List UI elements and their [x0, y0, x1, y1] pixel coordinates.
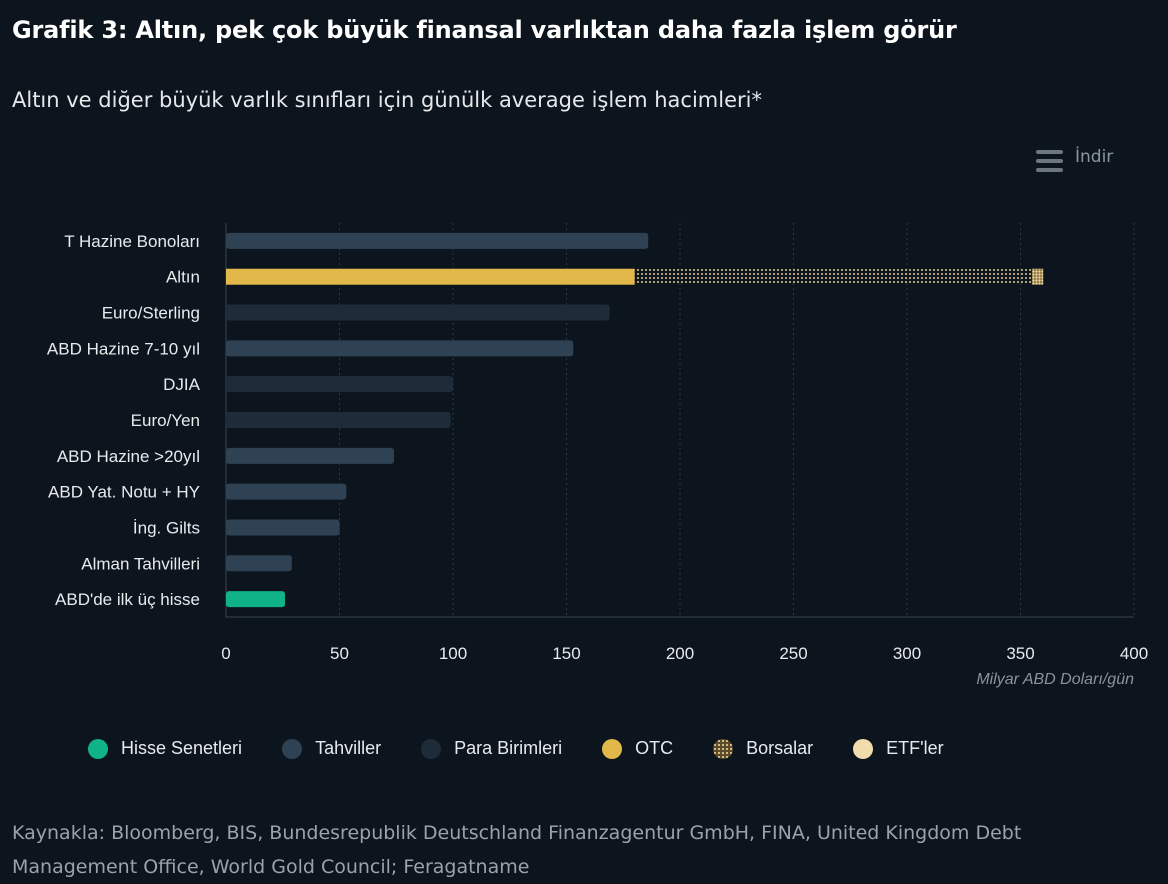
legend-label: Para Birimleri	[454, 738, 563, 758]
legend-label: Hisse Senetleri	[121, 738, 243, 758]
y-category-label: ABD Hazine >20yıl	[57, 447, 200, 466]
chart-legend: Hisse Senetleri Tahviller Para Birimleri OT…	[88, 738, 984, 759]
y-category-label: ABD Hazine 7-10 yıl	[47, 339, 200, 358]
x-tick-label: 400	[1120, 644, 1148, 663]
x-axis-label: Milyar ABD Doları/gün	[976, 671, 1134, 688]
bar[interactable]	[226, 304, 610, 321]
y-category-label: Altın	[166, 268, 200, 287]
legend-label: OTC	[635, 738, 674, 758]
bar[interactable]	[226, 591, 286, 608]
legend-item[interactable]: Tahviller	[282, 738, 381, 759]
bar[interactable]	[226, 519, 340, 536]
download-label: İndir	[1075, 147, 1114, 167]
legend-item[interactable]: Para Birimleri	[421, 738, 562, 759]
y-category-label: DJIA	[163, 375, 201, 394]
bar[interactable]	[634, 268, 1032, 285]
legend-swatch-icon	[421, 738, 442, 759]
bar[interactable]	[1031, 268, 1044, 285]
legend-item[interactable]: OTC	[602, 738, 673, 759]
legend-swatch-icon	[88, 738, 108, 759]
legend-swatch-icon	[853, 738, 874, 759]
y-category-label: Alman Tahvilleri	[81, 554, 200, 573]
x-tick-label: 150	[552, 644, 580, 663]
hamburger-menu-icon	[1036, 150, 1063, 172]
chart-title: Grafik 3: Altın, pek çok büyük finansal …	[12, 16, 957, 44]
legend-swatch-icon	[713, 738, 734, 759]
y-category-label: Euro/Yen	[131, 411, 200, 430]
bar[interactable]	[226, 268, 635, 285]
bar-chart: T Hazine Bonoları Altın Euro/Sterling ABD H…	[47, 223, 1148, 688]
legend-swatch-icon	[282, 738, 303, 759]
y-category-label: ABD Yat. Notu + HY	[48, 483, 200, 502]
y-category-label: ABD'de ilk üç hisse	[55, 590, 200, 609]
bar[interactable]	[226, 483, 347, 500]
bar[interactable]	[226, 340, 574, 357]
y-category-label: Euro/Sterling	[102, 304, 200, 323]
bar[interactable]	[226, 555, 292, 572]
y-category-label: İng. Gilts	[133, 518, 200, 537]
chart-subtitle: Altın ve diğer büyük varlık sınıfları iç…	[12, 88, 762, 112]
legend-label: ETF'ler	[886, 738, 944, 758]
legend-item[interactable]: ETF'ler	[853, 738, 944, 759]
x-tick-label: 250	[779, 644, 807, 663]
legend-item[interactable]: Hisse Senetleri	[88, 738, 242, 759]
legend-label: Tahviller	[315, 738, 382, 758]
source-note: Kaynakla: Bloomberg, BIS, Bundesrepublik…	[12, 822, 1022, 878]
x-tick-label: 50	[330, 644, 349, 663]
bar[interactable]	[226, 232, 649, 249]
legend-item[interactable]: Borsalar	[713, 738, 813, 759]
bar[interactable]	[226, 376, 453, 393]
legend-label: Borsalar	[746, 738, 814, 758]
x-tick-label: 350	[1006, 644, 1034, 663]
legend-swatch-icon	[602, 738, 623, 759]
download-button[interactable]: İndir	[1036, 147, 1114, 172]
x-tick-label: 200	[666, 644, 694, 663]
x-tick-label: 0	[221, 644, 230, 663]
y-category-label: T Hazine Bonoları	[64, 232, 200, 251]
bar[interactable]	[226, 447, 394, 464]
x-tick-label: 100	[439, 644, 467, 663]
bar[interactable]	[226, 412, 451, 428]
x-tick-label: 300	[893, 644, 921, 663]
